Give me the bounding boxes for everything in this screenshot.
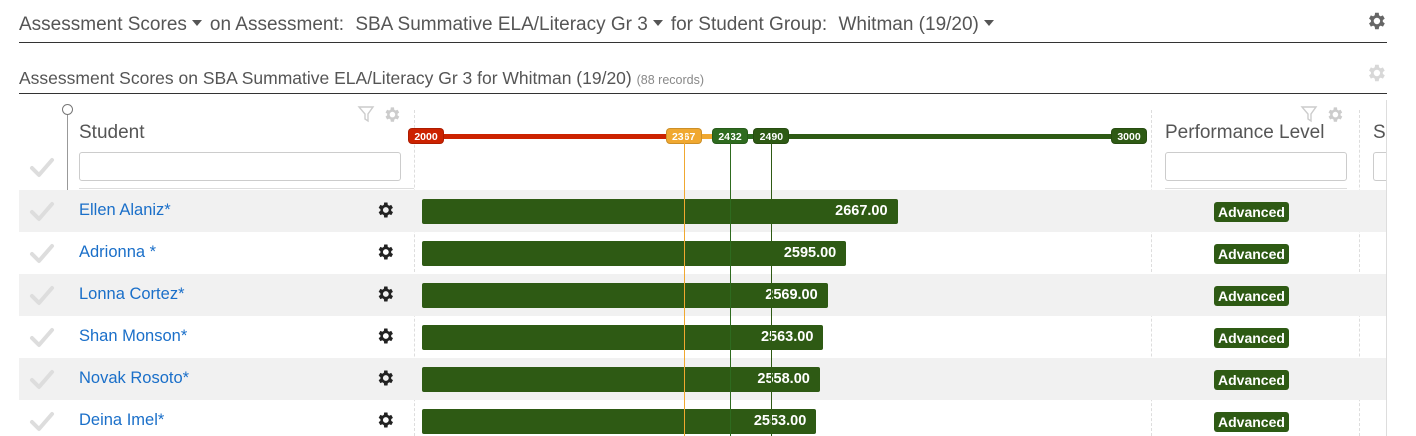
table-row[interactable]: Adrionna * 2595.00 Advanced <box>19 232 1386 274</box>
performance-level-badge: Advanced <box>1214 412 1289 432</box>
performance-level-badge: Advanced <box>1214 202 1289 222</box>
student-group-selector-label: Whitman (19/20) <box>838 14 979 35</box>
assessment-selector[interactable]: SBA Summative ELA/Literacy Gr 3 <box>355 14 671 36</box>
view-selector-label: Assessment Scores <box>19 14 187 35</box>
column-resize-handle[interactable] <box>62 104 73 115</box>
column-header-performance-level[interactable]: Performance Level <box>1165 122 1325 143</box>
score-bar: 2563.00 <box>422 325 824 350</box>
column-header-next[interactable]: Sc <box>1373 122 1386 143</box>
column-separator <box>414 110 415 436</box>
scores-grid: Student Performance Level Sc 2000 2367 2… <box>19 100 1387 436</box>
cut-line-met <box>730 134 732 436</box>
table-row[interactable]: Lonna Cortez* 2569.00 Advanced <box>19 274 1386 316</box>
header-underline <box>1165 188 1347 189</box>
scale-max-label: 3000 <box>1111 128 1147 144</box>
student-column-tools <box>357 104 417 131</box>
scale-bar-advanced <box>771 134 1135 139</box>
row-check-icon[interactable] <box>29 410 55 436</box>
score-value: 2569.00 <box>765 287 818 303</box>
next-column-filter-input[interactable] <box>1373 152 1386 181</box>
score-bar: 2558.00 <box>422 367 820 392</box>
score-value: 2558.00 <box>757 371 810 387</box>
performance-level-filter-input[interactable] <box>1165 152 1347 181</box>
column-separator <box>1151 110 1152 436</box>
caret-down-icon <box>652 19 663 26</box>
row-gear-icon[interactable] <box>375 242 395 267</box>
cut-line-near <box>683 134 685 436</box>
score-value: 2563.00 <box>760 329 814 345</box>
row-check-icon[interactable] <box>29 326 55 353</box>
scale-min-label: 2000 <box>408 128 444 144</box>
scale-bar-near <box>683 134 730 139</box>
student-name-link[interactable]: Deina Imel* <box>79 411 165 429</box>
assessment-selector-label: SBA Summative ELA/Literacy Gr 3 <box>355 14 648 35</box>
section-title: Assessment Scores on SBA Summative ELA/L… <box>19 68 704 89</box>
student-name-link[interactable]: Shan Monson* <box>79 327 188 345</box>
table-row[interactable]: Deina Imel* 2553.00 Advanced <box>19 400 1386 436</box>
score-bar: 2667.00 <box>422 199 898 224</box>
on-assessment-label: on Assessment: <box>209 14 345 35</box>
row-check-icon[interactable] <box>29 284 55 311</box>
column-gear-icon <box>385 107 400 122</box>
section-header: Assessment Scores on SBA Summative ELA/L… <box>19 56 1387 94</box>
student-group-label: for Student Group: <box>670 14 828 35</box>
section-gear-icon[interactable] <box>1365 62 1387 89</box>
table-row[interactable]: Novak Rosoto* 2558.00 Advanced <box>19 358 1386 400</box>
settings-gear-icon[interactable] <box>1365 10 1387 37</box>
caret-down-icon <box>983 19 994 26</box>
row-gear-icon[interactable] <box>375 410 395 435</box>
table-row[interactable]: Shan Monson* 2563.00 Advanced <box>19 316 1386 358</box>
row-gear-icon[interactable] <box>375 368 395 393</box>
performance-level-badge: Advanced <box>1214 286 1289 306</box>
student-group-selector[interactable]: Whitman (19/20) <box>838 14 1001 36</box>
scale-bar-met <box>730 134 772 139</box>
column-header-student[interactable]: Student <box>79 122 145 143</box>
performance-level-badge: Advanced <box>1214 370 1289 390</box>
score-bar: 2553.00 <box>422 409 817 434</box>
table-row[interactable]: Ellen Alaniz* 2667.00 Advanced <box>19 190 1386 232</box>
column-gear-icon <box>1328 107 1343 122</box>
student-name-link[interactable]: Lonna Cortez* <box>79 285 185 303</box>
view-selector[interactable]: Assessment Scores <box>19 14 210 36</box>
student-name-link[interactable]: Novak Rosoto* <box>79 369 190 387</box>
caret-down-icon <box>191 19 202 26</box>
row-gear-icon[interactable] <box>375 200 395 225</box>
performance-level-badge: Advanced <box>1214 244 1289 264</box>
student-name-link[interactable]: Adrionna * <box>79 243 157 261</box>
performance-level-badge: Advanced <box>1214 328 1289 348</box>
student-filter-input[interactable] <box>79 152 401 181</box>
row-check-icon[interactable] <box>29 368 55 395</box>
score-value: 2667.00 <box>835 203 888 219</box>
filter-icon <box>357 106 375 123</box>
selector-bar: Assessment Scores on Assessment: SBA Summ… <box>19 0 1387 43</box>
score-column-tools <box>1300 104 1360 131</box>
select-all-check-icon[interactable] <box>29 156 55 183</box>
student-name-link[interactable]: Ellen Alaniz* <box>79 201 171 219</box>
row-check-icon[interactable] <box>29 200 55 227</box>
row-gear-icon[interactable] <box>375 284 395 309</box>
cut-line-advanced <box>771 134 773 436</box>
column-resize-line <box>67 112 68 190</box>
record-count: (88 records) <box>636 73 705 87</box>
row-check-icon[interactable] <box>29 242 55 269</box>
section-title-text: Assessment Scores on SBA Summative ELA/L… <box>19 68 632 88</box>
scale-bar-below <box>422 134 684 139</box>
selector-line: Assessment Scores on Assessment: SBA Summ… <box>19 14 1002 36</box>
score-bar: 2569.00 <box>422 283 828 308</box>
score-value: 2595.00 <box>783 245 837 261</box>
column-separator <box>1359 110 1360 436</box>
row-gear-icon[interactable] <box>375 326 395 351</box>
header-underline <box>79 188 414 189</box>
filter-icon <box>1300 106 1318 123</box>
score-value: 2553.00 <box>753 413 807 429</box>
score-bar: 2595.00 <box>422 241 847 266</box>
